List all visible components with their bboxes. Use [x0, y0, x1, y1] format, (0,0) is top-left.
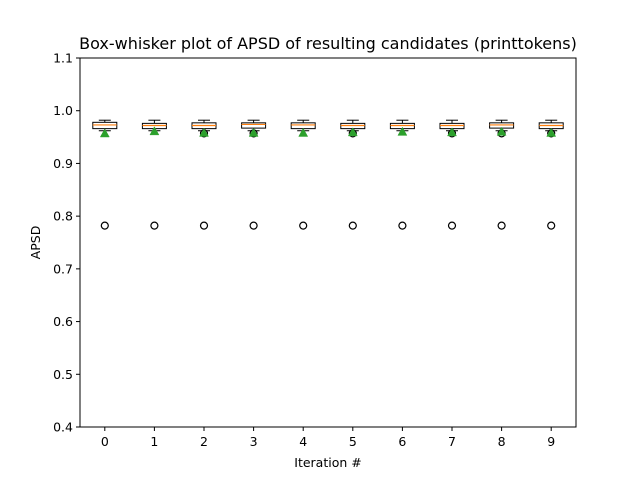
outlier-point — [398, 221, 407, 230]
outlier-point — [348, 221, 357, 230]
y-tick-label: 0.4 — [53, 420, 73, 435]
mean-marker — [447, 127, 457, 137]
y-axis-label: APSD — [28, 226, 43, 260]
mean-marker — [546, 127, 557, 137]
outlier-point — [100, 221, 109, 230]
x-tick-label: 2 — [200, 434, 208, 449]
chart-title: Box-whisker plot of APSD of resulting ca… — [79, 34, 577, 53]
outlier-point — [497, 221, 506, 230]
outlier-point — [249, 221, 258, 230]
mean-marker — [199, 127, 209, 137]
x-tick-label: 5 — [349, 434, 357, 449]
y-tick-label: 0.9 — [53, 156, 73, 171]
mean-marker — [248, 127, 259, 137]
outlier-point — [447, 221, 457, 230]
x-tick-label: 3 — [250, 434, 258, 449]
plot-area: 0.4 0.5 0.6 0.7 0.8 0.9 1.0 1.1 0 1 2 3 4 5 6 7 8 9 — [53, 51, 564, 449]
mean-marker — [149, 126, 160, 136]
y-tick-label: 1.0 — [53, 103, 73, 118]
x-tick-label: 0 — [101, 434, 109, 449]
x-tick-label: 4 — [299, 434, 307, 449]
mean-marker — [298, 127, 309, 137]
mean-marker — [397, 126, 408, 136]
mean-marker — [99, 128, 110, 138]
y-tick-label: 0.5 — [53, 367, 73, 382]
outlier-point — [150, 221, 159, 230]
outlier-point — [199, 221, 209, 230]
mean-marker — [347, 127, 358, 137]
x-tick-label: 7 — [448, 434, 456, 449]
x-tick-label: 1 — [150, 434, 158, 449]
outlier-point — [547, 221, 556, 230]
y-tick-label: 0.8 — [53, 209, 73, 224]
x-axis-label: Iteration # — [294, 455, 361, 470]
outlier-point — [299, 221, 308, 230]
y-tick-label: 0.7 — [53, 261, 73, 276]
x-tick-label: 6 — [398, 434, 406, 449]
x-tick-label: 8 — [498, 434, 506, 449]
axes-frame — [79, 57, 577, 428]
mean-marker — [496, 126, 507, 136]
y-tick-label: 1.1 — [53, 51, 73, 66]
y-tick-label: 0.6 — [53, 314, 73, 329]
x-tick-label: 9 — [547, 434, 555, 449]
